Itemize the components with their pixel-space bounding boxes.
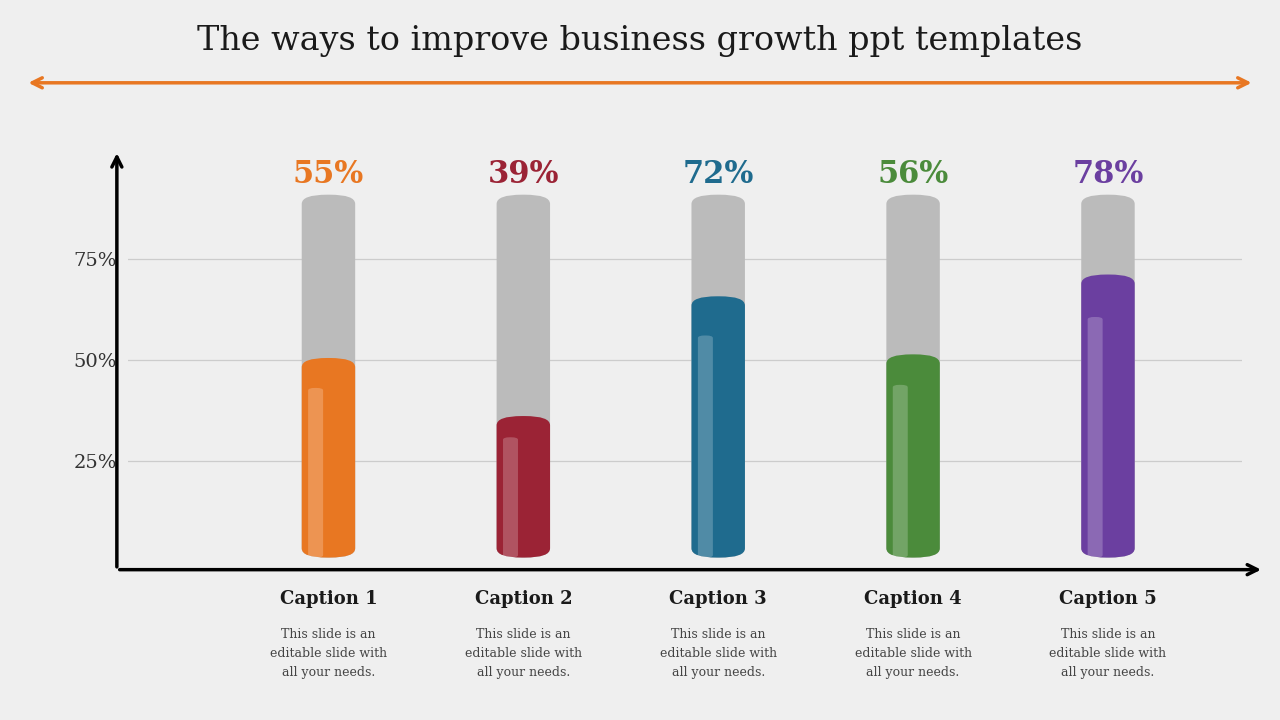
FancyBboxPatch shape: [892, 384, 908, 557]
Text: 78%: 78%: [1073, 159, 1143, 190]
Text: Caption 3: Caption 3: [669, 590, 767, 608]
Text: Caption 5: Caption 5: [1059, 590, 1157, 608]
Text: Caption 1: Caption 1: [279, 590, 378, 608]
FancyBboxPatch shape: [691, 194, 745, 557]
Text: This slide is an
editable slide with
all your needs.: This slide is an editable slide with all…: [465, 628, 582, 679]
Text: This slide is an
editable slide with
all your needs.: This slide is an editable slide with all…: [855, 628, 972, 679]
FancyBboxPatch shape: [698, 336, 713, 557]
FancyBboxPatch shape: [497, 194, 550, 557]
Text: This slide is an
editable slide with
all your needs.: This slide is an editable slide with all…: [659, 628, 777, 679]
Text: This slide is an
editable slide with
all your needs.: This slide is an editable slide with all…: [270, 628, 387, 679]
FancyBboxPatch shape: [497, 416, 550, 557]
FancyBboxPatch shape: [308, 388, 323, 557]
Text: 39%: 39%: [488, 159, 559, 190]
FancyBboxPatch shape: [1088, 317, 1102, 557]
Text: 56%: 56%: [878, 159, 948, 190]
Text: 72%: 72%: [682, 159, 754, 190]
FancyBboxPatch shape: [302, 194, 355, 557]
Text: Caption 4: Caption 4: [864, 590, 961, 608]
FancyBboxPatch shape: [1082, 274, 1134, 557]
FancyBboxPatch shape: [886, 354, 940, 557]
FancyBboxPatch shape: [691, 297, 745, 557]
Text: The ways to improve business growth ppt templates: The ways to improve business growth ppt …: [197, 25, 1083, 57]
FancyBboxPatch shape: [1082, 194, 1134, 557]
Text: 55%: 55%: [293, 159, 364, 190]
Text: Caption 2: Caption 2: [475, 590, 572, 608]
FancyBboxPatch shape: [886, 194, 940, 557]
Text: This slide is an
editable slide with
all your needs.: This slide is an editable slide with all…: [1050, 628, 1166, 679]
FancyBboxPatch shape: [302, 358, 355, 557]
FancyBboxPatch shape: [503, 437, 518, 557]
